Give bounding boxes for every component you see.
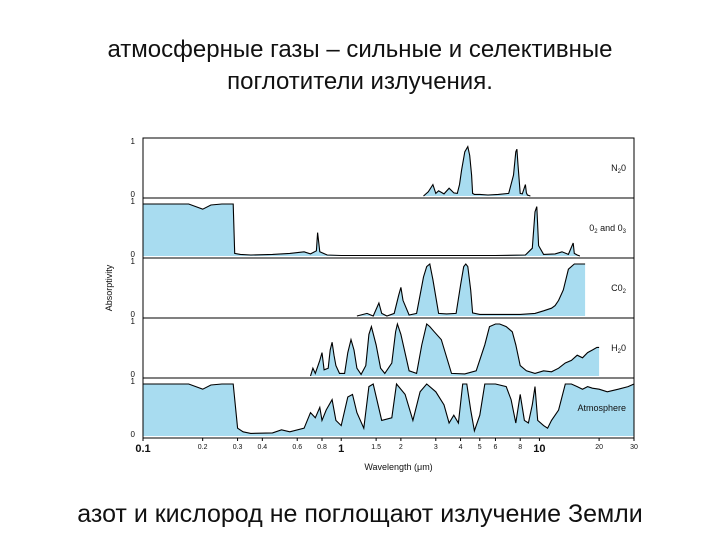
x-tick-label: 0.8 xyxy=(317,444,327,451)
panel-label: Atmosphere xyxy=(577,403,626,413)
x-tick-label: 10 xyxy=(533,443,545,455)
panel-label: H20 xyxy=(611,343,626,355)
panel-label: N20 xyxy=(611,163,626,175)
x-tick-label: 2 xyxy=(399,444,403,451)
slide-title-line-1: атмосферные газы – сильные и селективные xyxy=(107,36,613,63)
panel-label-text: 0 xyxy=(621,343,626,353)
x-tick-label: 5 xyxy=(478,444,482,451)
panel-frame xyxy=(142,137,635,199)
panel-label-text: C0 xyxy=(611,283,623,293)
panel-label-text: 0 xyxy=(589,223,594,233)
absorption-curve xyxy=(143,203,581,257)
panel-label-subscript: 2 xyxy=(618,169,622,175)
absorption-curve xyxy=(423,145,531,197)
x-tick-label: 8 xyxy=(518,444,522,451)
y-label-zero: 0 xyxy=(131,430,136,439)
x-tick-label: 1 xyxy=(338,443,344,455)
panel-co2: 1 0 C02 xyxy=(131,257,635,319)
panel-label-subscript: 3 xyxy=(623,229,627,235)
panel-label-text: H xyxy=(611,343,618,353)
absorption-area xyxy=(143,384,634,436)
y-label-one: 1 xyxy=(131,317,136,326)
x-tick-label: 4 xyxy=(459,444,463,451)
slide-title: атмосферные газы – сильные и селективные… xyxy=(40,34,680,98)
absorption-curve xyxy=(309,321,600,377)
x-tick-label: 0.1 xyxy=(135,443,150,455)
y-axis-label: Absorptivity xyxy=(104,264,114,311)
absorption-area xyxy=(356,264,586,316)
y-label-zero: 0 xyxy=(131,310,136,319)
panel-label-text: N xyxy=(611,163,618,173)
x-tick-label: 3 xyxy=(434,444,438,451)
panel-label-subscript: 2 xyxy=(623,289,627,295)
y-label-one: 1 xyxy=(131,197,136,206)
absorption-area xyxy=(310,324,600,376)
absorption-curve xyxy=(143,382,635,434)
y-label-one: 1 xyxy=(131,377,136,386)
panel-label-text: and 0 xyxy=(598,223,623,233)
x-axis: 0.1 0.2 0.3 0.4 0.6 0.8 1 1.5 2 3 4 5 6 8 10 20 30Wavele… xyxy=(104,264,638,472)
x-tick-label: 6 xyxy=(494,444,498,451)
y-label-zero: 0 xyxy=(131,190,136,199)
x-tick-label: 30 xyxy=(630,444,638,451)
panel-label-subscript: 2 xyxy=(594,229,598,235)
x-tick-label: 1.5 xyxy=(371,444,381,451)
y-label-one: 1 xyxy=(131,137,136,146)
slide-footer: азот и кислород не поглощают излучение З… xyxy=(77,500,643,528)
x-tick-label: 20 xyxy=(595,444,603,451)
slide-title-line-2: поглотители излучения. xyxy=(227,68,493,95)
panel-atmosphere: 1 0 Atmosphere xyxy=(131,377,635,439)
absorption-area xyxy=(143,204,580,256)
panel-frame xyxy=(142,377,635,439)
x-axis-label: Wavelength (μm) xyxy=(364,462,432,472)
x-tick-label: 0.2 xyxy=(198,444,208,451)
y-label-one: 1 xyxy=(131,257,136,266)
x-tick-label: 0.6 xyxy=(292,444,302,451)
panel-label-subscript: 2 xyxy=(618,349,622,355)
panel-label-text: 0 xyxy=(621,163,626,173)
panel-label-text: Atmosphere xyxy=(577,403,626,413)
y-label-zero: 0 xyxy=(131,250,136,259)
x-tick-label: 0.3 xyxy=(233,444,243,451)
y-label-zero: 0 xyxy=(131,370,136,379)
panel-label: C02 xyxy=(611,283,627,295)
x-tick-label: 0.4 xyxy=(257,444,267,451)
panel-label: 02 and 03 xyxy=(589,223,626,235)
absorption-curve xyxy=(356,262,586,317)
